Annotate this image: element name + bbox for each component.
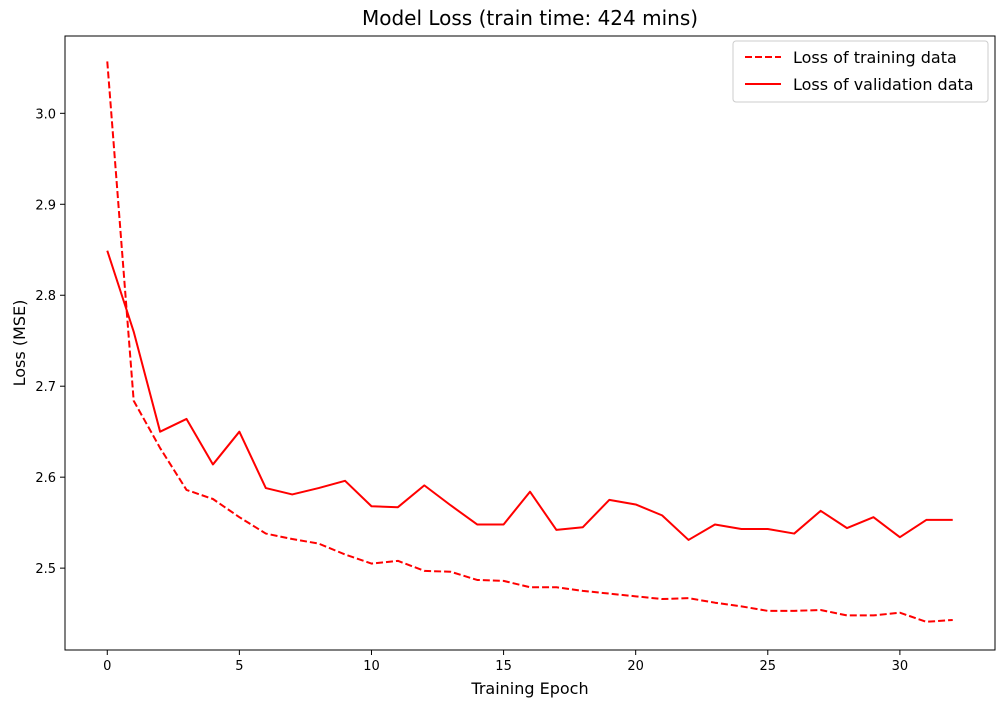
series-line-validation bbox=[106, 250, 953, 541]
plot-area bbox=[106, 61, 953, 623]
x-tick-label: 5 bbox=[235, 659, 243, 674]
y-tick-label: 2.8 bbox=[35, 289, 56, 304]
x-tick-label: 0 bbox=[103, 659, 111, 674]
y-tick-label: 2.7 bbox=[35, 380, 56, 395]
x-tick-label: 10 bbox=[363, 659, 380, 674]
y-tick-label: 2.9 bbox=[35, 198, 56, 213]
legend-label-training: Loss of training data bbox=[793, 48, 957, 67]
y-tick-label: 2.5 bbox=[35, 562, 56, 577]
legend-label-validation: Loss of validation data bbox=[793, 75, 974, 94]
legend-box bbox=[732, 40, 989, 103]
chart-title: Model Loss (train time: 424 mins) bbox=[362, 6, 698, 30]
series-line-training bbox=[106, 61, 953, 623]
y-tick-label: 2.6 bbox=[35, 471, 56, 486]
x-axis-label: Training Epoch bbox=[470, 679, 588, 698]
y-axis-label: Loss (MSE) bbox=[10, 300, 29, 387]
y-tick-label: 3.0 bbox=[35, 107, 56, 122]
x-tick-label: 25 bbox=[760, 659, 777, 674]
y-axis: 2.5 2.6 2.7 2.8 2.9 3.0 bbox=[35, 107, 65, 577]
plot-frame bbox=[64, 35, 996, 651]
legend: Loss of training data Loss of validation… bbox=[732, 40, 989, 103]
x-tick-label: 15 bbox=[495, 659, 512, 674]
x-axis: 0 5 10 15 20 25 30 bbox=[103, 650, 908, 674]
x-tick-label: 20 bbox=[627, 659, 644, 674]
x-tick-label: 30 bbox=[892, 659, 909, 674]
